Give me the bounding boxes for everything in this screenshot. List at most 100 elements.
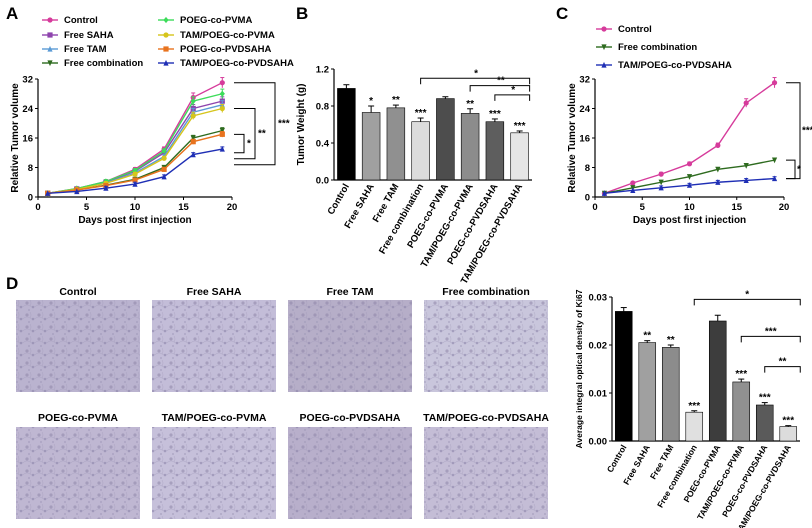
data-point [219, 80, 225, 86]
image-title: Free combination [442, 286, 530, 298]
significance-label: *** [489, 109, 501, 120]
legend-marker [47, 17, 53, 23]
legend-item: TAM/POEG-co-PVMA [158, 30, 275, 41]
y-tick-label: 24 [579, 104, 590, 115]
bar [361, 112, 381, 181]
legend-item: TAM/POEG-co-PVDSAHA [596, 60, 732, 71]
legend-marker [47, 32, 53, 38]
data-point [686, 161, 693, 167]
panel-letter-d: D [6, 274, 18, 293]
chart-d-ki67-density: 0.00 0.01 0.02 0.03 Average integral optical… [574, 289, 801, 528]
bar-control: Control [326, 84, 356, 217]
x-category-label: Control [605, 443, 629, 474]
y-tick-label: 0.8 [316, 102, 329, 113]
data-point [686, 174, 693, 180]
data-point [219, 105, 225, 112]
x-tick-label: 5 [84, 202, 90, 213]
legend-label: Free SAHA [64, 30, 114, 41]
image-title: Control [59, 286, 96, 298]
ki67-stain-image-control: Control [16, 286, 140, 392]
bar [337, 88, 356, 181]
legend-label: POEG-co-PVDSAHA [180, 44, 271, 55]
bracket-label: ** [779, 357, 787, 368]
series-tam-poeg-co-pvdsaha [45, 145, 225, 196]
significance-label: *** [759, 393, 771, 404]
significance-label: * [369, 96, 373, 107]
y-axis-title: Relative Tumor volume [10, 83, 21, 193]
x-axis-title: Days post first injection [633, 215, 746, 226]
data-point [715, 142, 721, 148]
y-tick-label: 32 [579, 75, 590, 86]
significance-bracket: *** [740, 326, 801, 343]
legend-label: Free combination [618, 42, 697, 53]
panel-letter-c: C [556, 4, 568, 23]
legend-label: TAM/POEG-co-PVDSAHA [618, 60, 732, 71]
series-tam-poeg-co-pvdsaha [601, 175, 778, 196]
bar [732, 381, 751, 442]
y-tick-label: 8 [585, 163, 590, 174]
data-point [219, 128, 225, 134]
legend-label: TAM/POEG-co-PVDSAHA [180, 58, 294, 69]
data-point [658, 171, 664, 177]
significance-label: *** [782, 416, 794, 427]
panel-letter-b: B [296, 4, 308, 23]
data-point [715, 166, 721, 173]
data-point [771, 80, 778, 86]
image-texture [424, 427, 548, 519]
data-point [771, 157, 778, 164]
legend-marker [163, 16, 169, 24]
bracket-label: *** [278, 119, 290, 130]
bracket-line [234, 133, 245, 154]
bracket-line [786, 82, 801, 180]
data-point [132, 177, 138, 183]
legend-marker [163, 32, 169, 38]
bar [661, 347, 680, 442]
significance-bracket: * [494, 85, 531, 101]
y-tick-label: 0.02 [589, 341, 608, 352]
series-control [601, 77, 778, 196]
y-tick-label: 16 [579, 134, 590, 145]
legend-label: Control [64, 15, 98, 26]
data-point [743, 177, 749, 184]
y-tick-label: 8 [28, 163, 33, 174]
significance-bracket: *** [786, 82, 812, 180]
data-point [658, 184, 664, 191]
y-axis-title: Tumor Weight (g) [296, 84, 307, 166]
significance-bracket: ** [234, 108, 266, 160]
x-category-label: Control [326, 182, 352, 217]
significance-bracket: * [693, 289, 801, 306]
y-tick-label: 32 [22, 75, 33, 86]
legend-marker [163, 59, 169, 66]
data-point [161, 147, 167, 155]
image-title: POEG-co-PVMA [38, 412, 118, 424]
significance-bracket: ** [764, 357, 801, 373]
y-tick-label: 0.4 [316, 139, 330, 150]
legend-item: Free SAHA [42, 30, 114, 41]
data-point [190, 139, 196, 145]
ki67-stain-image-free-combination: Free combination [424, 286, 548, 392]
x-tick-label: 20 [779, 202, 790, 213]
bracket-line [693, 298, 801, 306]
data-point [601, 190, 608, 196]
bracket-line [469, 85, 531, 92]
legend-marker [47, 45, 53, 52]
image-texture [152, 427, 276, 519]
y-tick-label: 1.2 [316, 65, 329, 76]
legend-item: Control [42, 15, 98, 26]
data-point [743, 100, 749, 106]
bar [685, 411, 704, 442]
data-point [161, 155, 167, 161]
ki67-stain-image-free-tam: Free TAM [288, 286, 412, 392]
bracket-label: * [474, 68, 478, 79]
data-point [743, 163, 749, 169]
bracket-label: * [511, 85, 515, 96]
significance-bracket: * [234, 133, 251, 154]
legend-marker [601, 26, 607, 32]
y-tick-label: 0 [28, 193, 33, 204]
data-point [771, 175, 778, 182]
bracket-line [786, 159, 796, 180]
data-point [132, 171, 138, 177]
legend-item: Control [596, 24, 652, 35]
bar [386, 107, 406, 181]
bracket-line [420, 77, 531, 85]
